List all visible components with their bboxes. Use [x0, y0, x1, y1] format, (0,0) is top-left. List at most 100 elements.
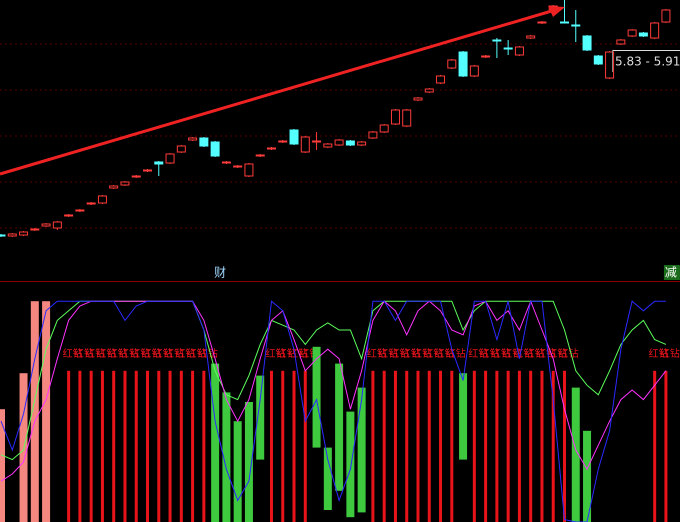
candle-body: [560, 21, 569, 24]
candle-body: [571, 24, 581, 27]
bar-label: 红钻: [288, 347, 308, 360]
candle-body: [469, 65, 479, 77]
bar-label: 红钻: [142, 347, 162, 360]
pink-bar: [0, 409, 5, 522]
bar-label: 红钻: [153, 347, 173, 360]
candle-body: [650, 22, 660, 39]
candle-body: [638, 32, 648, 37]
green-bar: [323, 447, 332, 510]
bar-label: 红钻: [265, 347, 285, 360]
candle-body: [41, 223, 51, 227]
green-bar: [222, 392, 231, 522]
bar-label: 红钻: [525, 347, 545, 360]
red-bar: [89, 370, 93, 522]
red-bar: [382, 370, 386, 522]
candle-body: [537, 21, 547, 24]
candle-body: [481, 55, 491, 58]
candle-body: [64, 214, 74, 217]
candle-body: [605, 51, 615, 79]
candle-body: [255, 154, 265, 157]
candle-body: [627, 29, 637, 37]
bar-label: 红钻: [491, 347, 511, 360]
green-bar: [346, 411, 355, 518]
candle-body: [266, 147, 276, 150]
bar-label: 红钻: [164, 347, 184, 360]
bar-label: 红钻: [130, 347, 150, 360]
bar-label: 红钻: [446, 347, 466, 360]
bar-label: 红钻: [74, 347, 94, 360]
candle-body: [75, 209, 85, 212]
candle-body: [131, 175, 141, 178]
bar-label: 红钻: [649, 347, 669, 360]
bar-label: 红钻: [423, 347, 443, 360]
red-bar: [67, 370, 71, 522]
candle-body: [593, 55, 603, 65]
bar-label: 红钻: [277, 347, 297, 360]
candle-body: [368, 131, 378, 139]
candle-body: [221, 161, 231, 164]
trend-arrow: [0, 8, 556, 176]
red-bar: [191, 370, 195, 522]
candle-body: [514, 46, 524, 56]
green-bar: [256, 375, 265, 460]
red-bar: [484, 370, 488, 522]
pink-bar: [42, 301, 51, 522]
red-bar: [529, 370, 533, 522]
candle-body: [582, 35, 592, 51]
green-bar: [335, 363, 344, 491]
red-bar: [495, 370, 499, 522]
bar-label: 红钻: [480, 347, 500, 360]
red-bar: [179, 370, 183, 522]
candle-body: [458, 51, 468, 77]
candle-body: [143, 169, 153, 172]
price-range: 5.83 - 5.91: [615, 55, 680, 69]
candle-body: [334, 139, 344, 146]
red-bar: [100, 370, 104, 522]
arrow-head: [548, 6, 565, 17]
red-bar: [551, 370, 555, 522]
candle-body: [436, 75, 446, 84]
candle-body: [244, 163, 254, 177]
candle-body: [503, 47, 513, 50]
bar-label: 红钻: [502, 347, 522, 360]
red-bar: [439, 370, 443, 522]
red-bar: [472, 370, 476, 522]
marker: 财: [214, 266, 226, 280]
candle-body: [233, 165, 243, 168]
candle-body: [199, 137, 209, 147]
red-bar: [427, 370, 431, 522]
red-bar: [371, 370, 375, 522]
red-bar: [157, 370, 161, 522]
red-bar: [506, 370, 510, 522]
candle-body: [300, 136, 310, 153]
bar-label: 红钻: [378, 347, 398, 360]
bar-label: 红钻: [96, 347, 116, 360]
red-bar: [281, 370, 285, 522]
red-bar: [563, 370, 566, 522]
bar-label: 红钻: [660, 347, 680, 360]
red-bar: [303, 370, 307, 522]
candle-body: [7, 233, 17, 237]
candle-body: [390, 109, 400, 125]
green-bar: [357, 387, 366, 513]
red-bar: [292, 370, 296, 522]
bar-label: 红钻: [108, 347, 128, 360]
red-bar: [405, 370, 409, 522]
candle-body: [30, 228, 40, 231]
candle-body: [109, 185, 119, 189]
green-bar: [571, 387, 580, 522]
bar-label: 红钻: [401, 347, 421, 360]
bar-label: 红钻: [468, 347, 488, 360]
bar-label: 红钻: [63, 347, 83, 360]
candle-body: [86, 202, 96, 205]
red-bar: [146, 370, 150, 522]
candle-body: [357, 141, 367, 146]
bar-label: 红钻: [187, 347, 207, 360]
candle-body: [492, 39, 502, 42]
grid: [0, 43, 680, 229]
red-bar: [393, 370, 397, 522]
red-bar: [664, 370, 668, 522]
red-bar: [540, 370, 544, 522]
candle-body: [402, 109, 412, 127]
